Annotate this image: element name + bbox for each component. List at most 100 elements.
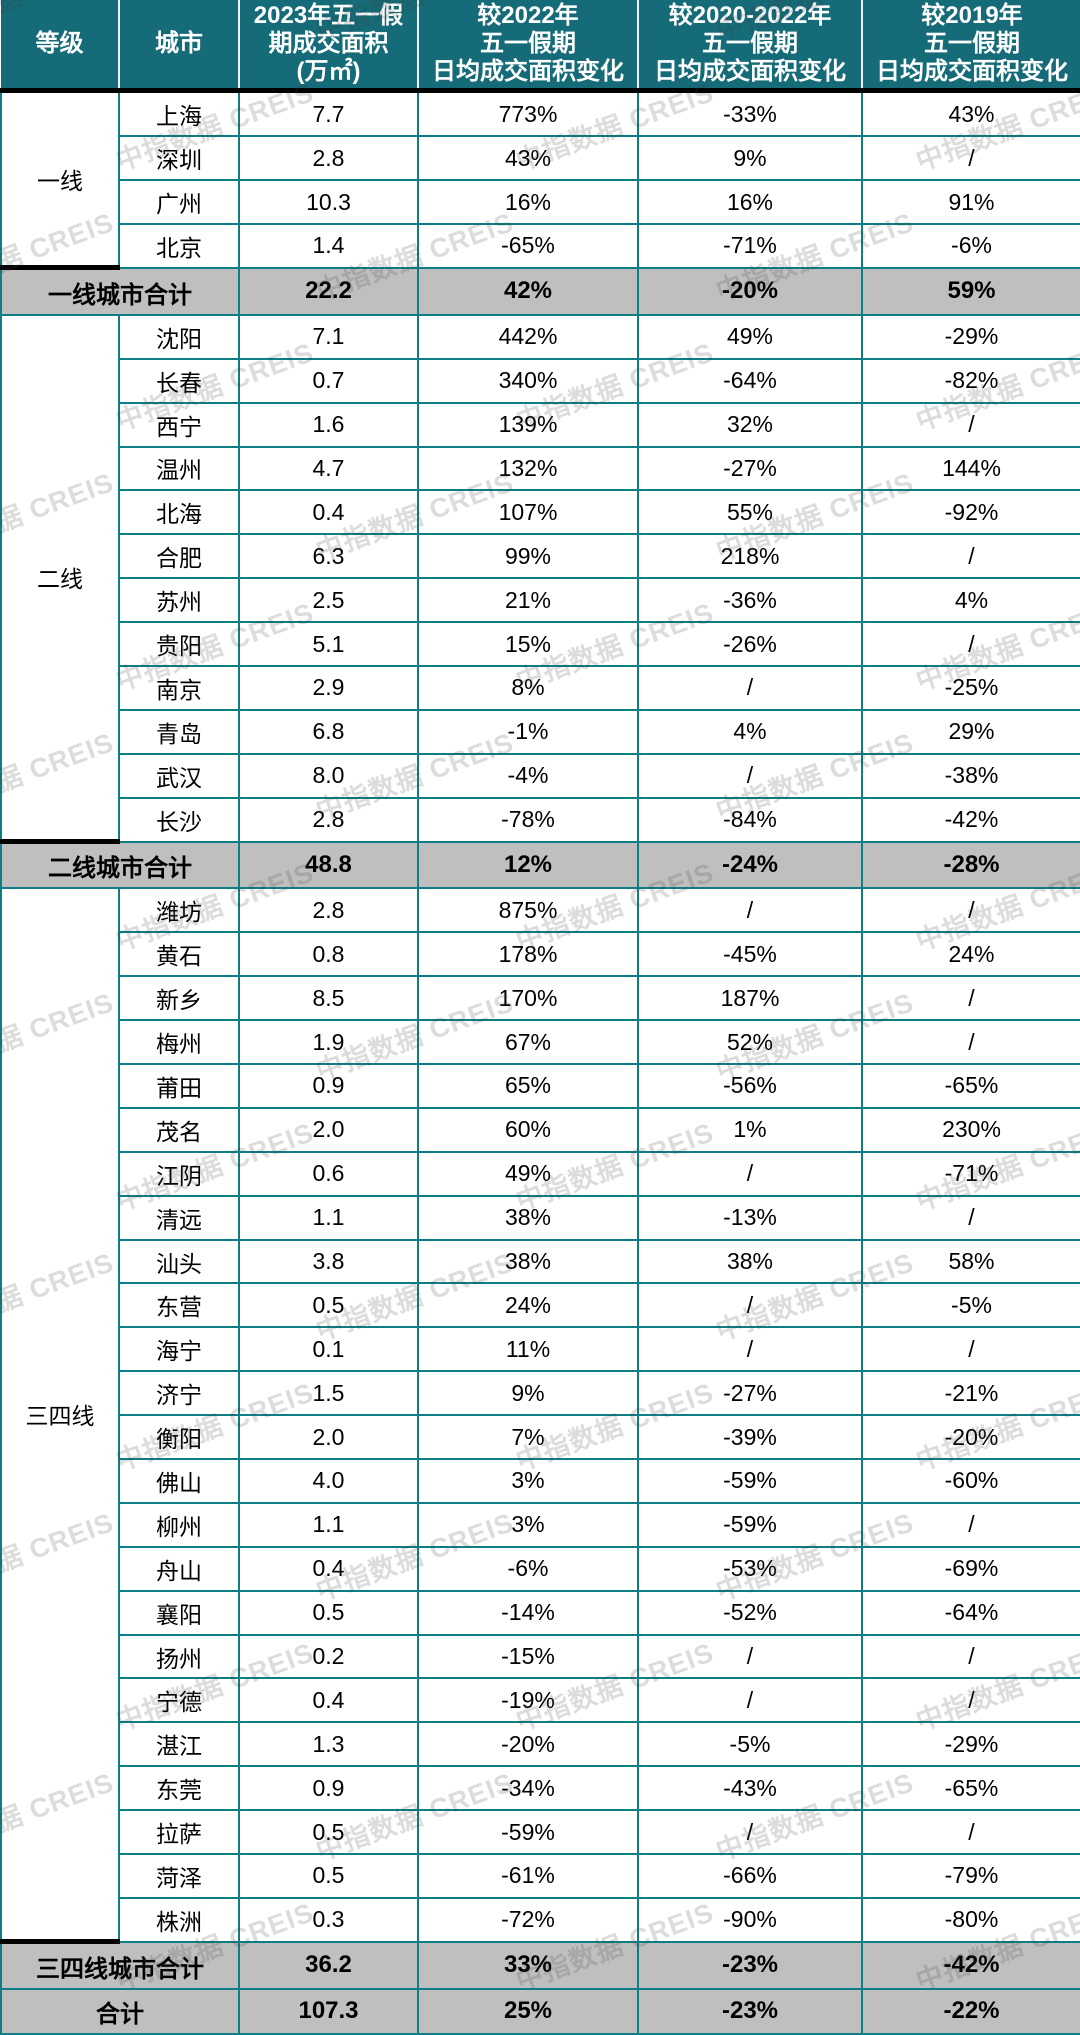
area-cell: 0.4	[238, 1677, 419, 1724]
city-cell: 茂名	[118, 1106, 240, 1153]
header-cell-tier: 等级	[1, 0, 120, 93]
city-cell: 济宁	[118, 1370, 240, 1417]
vs2022-cell: 67%	[417, 1019, 639, 1066]
vs2020-2022-cell: -5%	[637, 1721, 863, 1768]
vs2022-cell: -14%	[417, 1589, 639, 1636]
vs2022-cell: 65%	[417, 1063, 639, 1109]
vs2020-2022-cell: -84%	[637, 796, 863, 843]
subtotal-value: 59%	[861, 266, 1080, 316]
area-cell: 4.7	[238, 445, 419, 492]
area-cell: 0.5	[238, 1589, 419, 1636]
city-row: 长春 0.7 340% -64% -82%	[1, 357, 1080, 404]
vs2022-cell: -4%	[417, 752, 639, 799]
grand-total-value: -22%	[861, 1987, 1080, 2035]
vs2020-2022-cell: -39%	[637, 1414, 863, 1461]
vs2022-cell: 16%	[417, 179, 639, 225]
city-row: 西宁 1.6 139% 32% /	[1, 401, 1080, 448]
vs2022-cell: 132%	[417, 445, 639, 492]
city-cell: 上海	[118, 89, 240, 138]
city-row: 青岛 6.8 -1% 4% 29%	[1, 708, 1080, 755]
vs2019-cell: -29%	[861, 313, 1080, 360]
vs2020-2022-cell: /	[637, 1282, 863, 1329]
city-cell: 梅州	[118, 1019, 240, 1066]
city-row: 菏泽 0.5 -61% -66% -79%	[1, 1853, 1080, 1899]
subtotal-value: -42%	[861, 1940, 1080, 1990]
vs2019-cell: -69%	[861, 1545, 1080, 1592]
vs2020-2022-cell: -52%	[637, 1589, 863, 1636]
vs2019-cell: /	[861, 1633, 1080, 1680]
header-cell-area-2023: 2023年五一假 期成交面积 (万㎡)	[239, 0, 419, 93]
area-cell: 5.1	[238, 621, 419, 667]
city-cell: 东营	[118, 1282, 240, 1329]
vs2022-cell: 340%	[417, 357, 639, 404]
vs2019-cell: /	[861, 533, 1080, 580]
table-header: 等级 城市 2023年五一假 期成交面积 (万㎡) 较2022年 五一假期 日均…	[1, 0, 1080, 93]
city-cell: 海宁	[118, 1326, 240, 1373]
subtotal-label: 三四线城市合计	[0, 1940, 240, 1990]
city-cell: 长春	[118, 357, 240, 404]
vs2020-2022-cell: /	[637, 664, 863, 711]
city-row: 衡阳 2.0 7% -39% -20%	[1, 1414, 1080, 1461]
vs2022-cell: 21%	[417, 577, 639, 624]
grand-total-value: -23%	[637, 1987, 863, 2035]
area-cell: 1.9	[238, 1019, 419, 1066]
city-cell: 湛江	[118, 1721, 240, 1768]
city-row: 海宁 0.1 11% / /	[1, 1326, 1080, 1373]
vs2022-cell: 773%	[417, 89, 639, 138]
vs2020-2022-cell: -13%	[637, 1194, 863, 1241]
vs2022-cell: 38%	[417, 1238, 639, 1285]
vs2020-2022-cell: -27%	[637, 445, 863, 492]
vs2020-2022-cell: -45%	[637, 931, 863, 978]
city-cell: 广州	[118, 179, 240, 225]
vs2019-cell: -71%	[861, 1150, 1080, 1197]
vs2019-cell: 58%	[861, 1238, 1080, 1285]
vs2020-2022-cell: -56%	[637, 1063, 863, 1109]
tier-cell: 三四线	[0, 887, 120, 1945]
area-cell: 0.5	[238, 1853, 419, 1899]
city-row: 梅州 1.9 67% 52% /	[1, 1019, 1080, 1066]
area-cell: 2.0	[238, 1106, 419, 1153]
city-cell: 株洲	[118, 1896, 240, 1943]
subtotal-value: 33%	[417, 1940, 639, 1990]
city-row: 深圳 2.8 43% 9% /	[1, 135, 1080, 182]
area-cell: 2.8	[238, 796, 419, 843]
city-row: 北海 0.4 107% 55% -92%	[1, 489, 1080, 536]
vs2019-cell: /	[861, 1809, 1080, 1856]
city-row: 株洲 0.3 -72% -90% -80%	[1, 1896, 1080, 1943]
area-cell: 0.2	[238, 1633, 419, 1680]
city-cell: 青岛	[118, 708, 240, 755]
city-cell: 莆田	[118, 1063, 240, 1109]
vs2022-cell: 43%	[417, 135, 639, 182]
city-row: 武汉 8.0 -4% / -38%	[1, 752, 1080, 799]
vs2022-cell: 60%	[417, 1106, 639, 1153]
vs2022-cell: 170%	[417, 975, 639, 1022]
vs2020-2022-cell: /	[637, 1677, 863, 1724]
area-cell: 0.9	[238, 1765, 419, 1812]
vs2019-cell: /	[861, 1194, 1080, 1241]
vs2020-2022-cell: /	[637, 887, 863, 934]
subtotal-value: 36.2	[238, 1940, 419, 1990]
vs2019-cell: -80%	[861, 1896, 1080, 1943]
vs2022-cell: -15%	[417, 1633, 639, 1680]
area-cell: 0.4	[238, 489, 419, 536]
subtotal-row: 一线城市合计 22.2 42% -20% 59%	[0, 266, 1080, 316]
city-cell: 新乡	[118, 975, 240, 1022]
vs2019-cell: -21%	[861, 1370, 1080, 1417]
vs2022-cell: 3%	[417, 1458, 639, 1504]
vs2020-2022-cell: 9%	[637, 135, 863, 182]
vs2020-2022-cell: -27%	[637, 1370, 863, 1417]
subtotal-value: -23%	[637, 1940, 863, 1990]
vs2019-cell: /	[861, 1501, 1080, 1548]
city-row: 南京 2.9 8% / -25%	[1, 664, 1080, 711]
area-cell: 7.1	[238, 313, 419, 360]
subtotal-value: -24%	[637, 840, 863, 890]
table-body: 一线 上海 7.7 773% -33% 43% 深圳 2.8 43% 9% / 广州 10.3 16% 16…	[0, 89, 1080, 2035]
vs2022-cell: 8%	[417, 664, 639, 711]
vs2020-2022-cell: -71%	[637, 223, 863, 269]
city-row: 佛山 4.0 3% -59% -60%	[1, 1458, 1080, 1504]
city-row: 新乡 8.5 170% 187% /	[1, 975, 1080, 1022]
vs2022-cell: 3%	[417, 1501, 639, 1548]
vs2020-2022-cell: 16%	[637, 179, 863, 225]
vs2019-cell: /	[861, 1677, 1080, 1724]
